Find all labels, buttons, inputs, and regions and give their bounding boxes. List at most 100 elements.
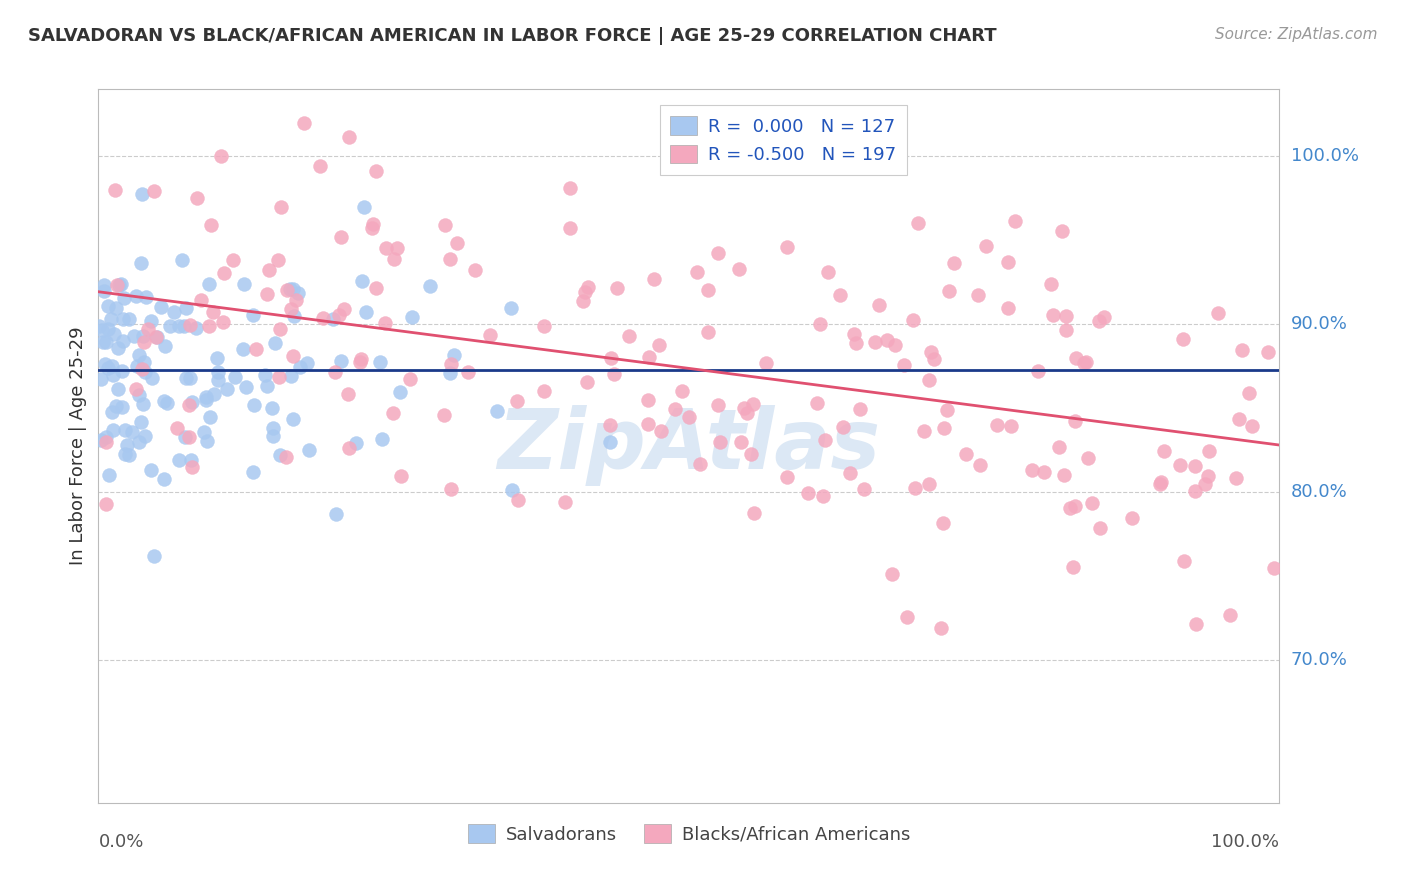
Point (184, 321, 207, 335)
Point (121, 425, 143, 440)
Point (97, 321, 120, 335)
Point (709, 435, 731, 450)
Point (571, 294, 593, 309)
Point (506, 493, 529, 508)
Point (918, 374, 941, 388)
Point (245, 343, 267, 357)
Point (361, 221, 384, 235)
Point (100, 312, 122, 326)
Point (479, 327, 502, 342)
Point (285, 293, 308, 307)
Point (283, 411, 305, 425)
Point (501, 483, 523, 498)
Point (283, 309, 305, 323)
Point (852, 482, 875, 496)
Point (269, 448, 291, 462)
Point (325, 507, 347, 521)
Point (350, 275, 373, 289)
Point (817, 265, 839, 279)
Point (901, 313, 924, 327)
Point (179, 398, 201, 412)
Point (1040, 277, 1063, 291)
Point (124, 382, 146, 396)
Point (269, 370, 291, 384)
Point (697, 325, 720, 339)
Point (131, 187, 153, 202)
Point (845, 336, 868, 351)
Point (1184, 458, 1206, 473)
Point (776, 240, 799, 254)
Point (617, 329, 640, 343)
Point (664, 401, 686, 416)
Point (603, 367, 626, 381)
Point (844, 326, 866, 341)
Point (96, 334, 118, 349)
Text: 100.0%: 100.0% (1291, 147, 1358, 165)
Point (599, 418, 621, 433)
Point (1237, 386, 1260, 401)
Point (1004, 214, 1026, 228)
Point (101, 359, 124, 373)
Point (207, 365, 229, 379)
Point (242, 308, 264, 322)
Point (707, 245, 730, 260)
Point (806, 396, 828, 410)
Point (868, 297, 890, 311)
Point (1184, 617, 1206, 632)
Point (90, 372, 112, 386)
Text: 90.0%: 90.0% (1291, 315, 1347, 334)
Point (96, 435, 118, 450)
Point (344, 435, 367, 450)
Point (201, 304, 224, 318)
Point (141, 371, 163, 385)
Point (242, 466, 264, 480)
Point (166, 420, 188, 434)
Point (533, 319, 555, 334)
Point (253, 368, 276, 382)
Point (1168, 458, 1191, 472)
Point (1121, 511, 1143, 525)
Point (235, 380, 257, 394)
Point (98, 467, 121, 482)
Point (893, 358, 915, 372)
Point (111, 364, 134, 378)
Point (278, 282, 301, 296)
Point (281, 349, 304, 363)
Text: ZipAtlas: ZipAtlas (498, 406, 880, 486)
Point (533, 384, 555, 398)
Point (337, 387, 360, 401)
Point (214, 266, 236, 280)
Point (1184, 483, 1206, 498)
Legend: Salvadorans, Blacks/African Americans: Salvadorans, Blacks/African Americans (461, 817, 917, 851)
Point (1206, 306, 1229, 320)
Point (153, 472, 176, 486)
Point (457, 365, 479, 379)
Point (1219, 608, 1241, 623)
Point (128, 388, 150, 402)
Point (128, 348, 150, 362)
Point (103, 327, 125, 342)
Point (863, 334, 886, 349)
Point (96, 430, 118, 444)
Point (1062, 559, 1084, 574)
Point (349, 355, 371, 369)
Point (215, 382, 238, 396)
Point (1257, 344, 1279, 359)
Point (727, 262, 749, 277)
Point (1073, 356, 1095, 370)
Point (1230, 343, 1253, 357)
Point (212, 315, 235, 329)
Point (678, 410, 700, 425)
Point (281, 282, 304, 296)
Point (328, 308, 350, 322)
Point (329, 353, 352, 368)
Point (180, 459, 202, 474)
Point (433, 409, 456, 423)
Point (193, 425, 215, 439)
Point (243, 398, 266, 412)
Point (101, 423, 124, 437)
Point (107, 341, 129, 355)
Point (485, 404, 508, 418)
Point (257, 263, 280, 277)
Text: SALVADORAN VS BLACK/AFRICAN AMERICAN IN LABOR FORCE | AGE 25-29 CORRELATION CHAR: SALVADORAN VS BLACK/AFRICAN AMERICAN IN … (28, 27, 997, 45)
